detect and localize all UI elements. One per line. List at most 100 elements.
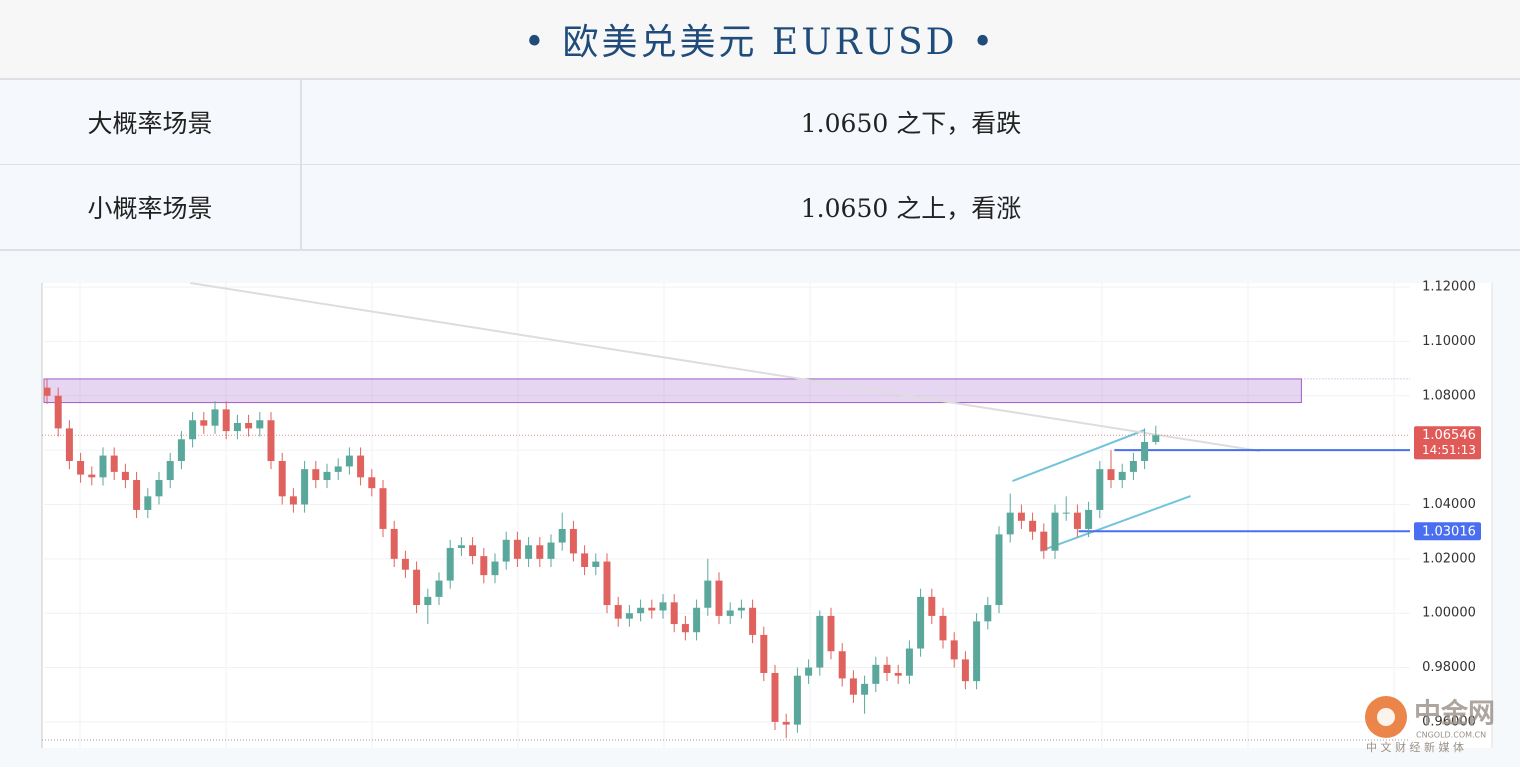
candle-body (334, 466, 342, 472)
candle-body (312, 469, 320, 481)
candle-body (65, 428, 73, 462)
candle-body (222, 409, 230, 432)
candle-body (670, 602, 678, 625)
y-tick-label: 1.08000 (1422, 388, 1476, 403)
candle-body (133, 480, 141, 510)
candle-body (446, 547, 454, 581)
candle-body (1085, 509, 1093, 529)
candle-body (144, 496, 152, 510)
last-price-box (1414, 426, 1481, 460)
candle-body (961, 659, 969, 682)
candle-body (88, 474, 96, 478)
candle-body (726, 610, 734, 616)
candle-body (278, 461, 286, 497)
candle-body (928, 596, 936, 616)
candle-body (973, 621, 981, 682)
candle-body (99, 455, 107, 478)
candle-body (760, 634, 768, 673)
candle-body (368, 477, 376, 489)
candle-body (984, 605, 992, 622)
candle-body (1096, 469, 1104, 510)
candle-body (189, 420, 197, 440)
candle-body (894, 672, 902, 676)
y-tick-label: 1.12000 (1422, 280, 1476, 295)
candle-body (525, 545, 533, 559)
candle-body (1051, 512, 1059, 551)
chart: 0.960000.980001.000001.020001.040001.060… (41, 280, 1495, 754)
candle-body (905, 648, 913, 676)
watermark-site: CNGOLD.COM.CN (1416, 731, 1486, 740)
candle-body (435, 580, 443, 597)
candle-body (1118, 471, 1126, 481)
candle-body (480, 556, 488, 576)
candle-body (558, 528, 566, 543)
candle-body (424, 596, 432, 606)
trend-line (1040, 495, 1191, 552)
candle-body (1040, 531, 1048, 551)
candle-body (245, 422, 253, 429)
candle-body (1006, 512, 1014, 535)
countdown: 14:51:13 (1422, 443, 1476, 457)
candle-body (872, 664, 880, 684)
candle-body (121, 471, 129, 481)
candle-body (513, 539, 521, 559)
candle-body (805, 667, 813, 676)
y-tick-label: 1.10000 (1422, 334, 1476, 349)
candle-body (547, 542, 555, 559)
candle-body (1107, 469, 1115, 481)
candle-body (502, 539, 510, 562)
candle-body (323, 471, 331, 481)
candle-body (267, 420, 275, 462)
candle-body (177, 439, 185, 462)
cell: 1.0650 之上，看涨 (800, 194, 1022, 223)
candle-body (1141, 441, 1149, 462)
table-row: 大概率场景 1.0650 之下，看跌 (0, 80, 1520, 166)
candle-body (155, 480, 163, 497)
candle-body (1129, 461, 1137, 472)
candle-body (491, 561, 499, 576)
candle-body (625, 613, 633, 619)
candle-body (883, 664, 891, 673)
candle-body (379, 488, 387, 529)
y-tick-label: 0.98000 (1422, 660, 1476, 675)
candle-body (592, 561, 600, 567)
candle-body (54, 395, 62, 429)
candle-body (469, 545, 477, 557)
candle-body (43, 387, 51, 396)
candle-body (1029, 520, 1037, 532)
candle-body (211, 409, 219, 426)
candle-body (737, 607, 745, 611)
candle-body (390, 528, 398, 559)
watermark-slogan: 中 文 财 经 新 媒 体 (1366, 740, 1464, 754)
candle-body (950, 640, 958, 660)
candle-body (1152, 435, 1160, 442)
cell: 小概率场景 (0, 165, 302, 249)
candle-body (715, 580, 723, 616)
candle-body (995, 534, 1003, 606)
candle-body (110, 455, 118, 472)
candle-body (536, 545, 544, 559)
cell: 1.0650 之下，看跌 (800, 109, 1022, 138)
table-row: 小概率场景 1.0650 之上，看涨 (0, 165, 1520, 251)
candle-body (581, 553, 589, 567)
watermark: 中金网 CNGOLD.COM.CN 中 文 财 经 新 媒 体 (1365, 696, 1495, 754)
zone (43, 378, 1302, 404)
candle-body (861, 683, 869, 695)
candle-body (200, 420, 208, 426)
candle-body (1073, 512, 1081, 529)
candle-body (782, 721, 790, 725)
y-tick-label: 1.04000 (1422, 497, 1476, 512)
candle-body (457, 545, 465, 548)
candle-body (1062, 512, 1070, 514)
candle-body (681, 624, 689, 633)
candle-body (917, 596, 925, 649)
candle-body (413, 569, 421, 606)
candle-body (704, 580, 712, 608)
candle-body (301, 469, 309, 505)
candle-body (614, 605, 622, 619)
candle-body (648, 607, 656, 611)
title: • 欧美兑美元 EURUSD • (0, 0, 1520, 80)
candle-body (849, 678, 857, 695)
price-label: 1.03016 (1422, 525, 1476, 540)
